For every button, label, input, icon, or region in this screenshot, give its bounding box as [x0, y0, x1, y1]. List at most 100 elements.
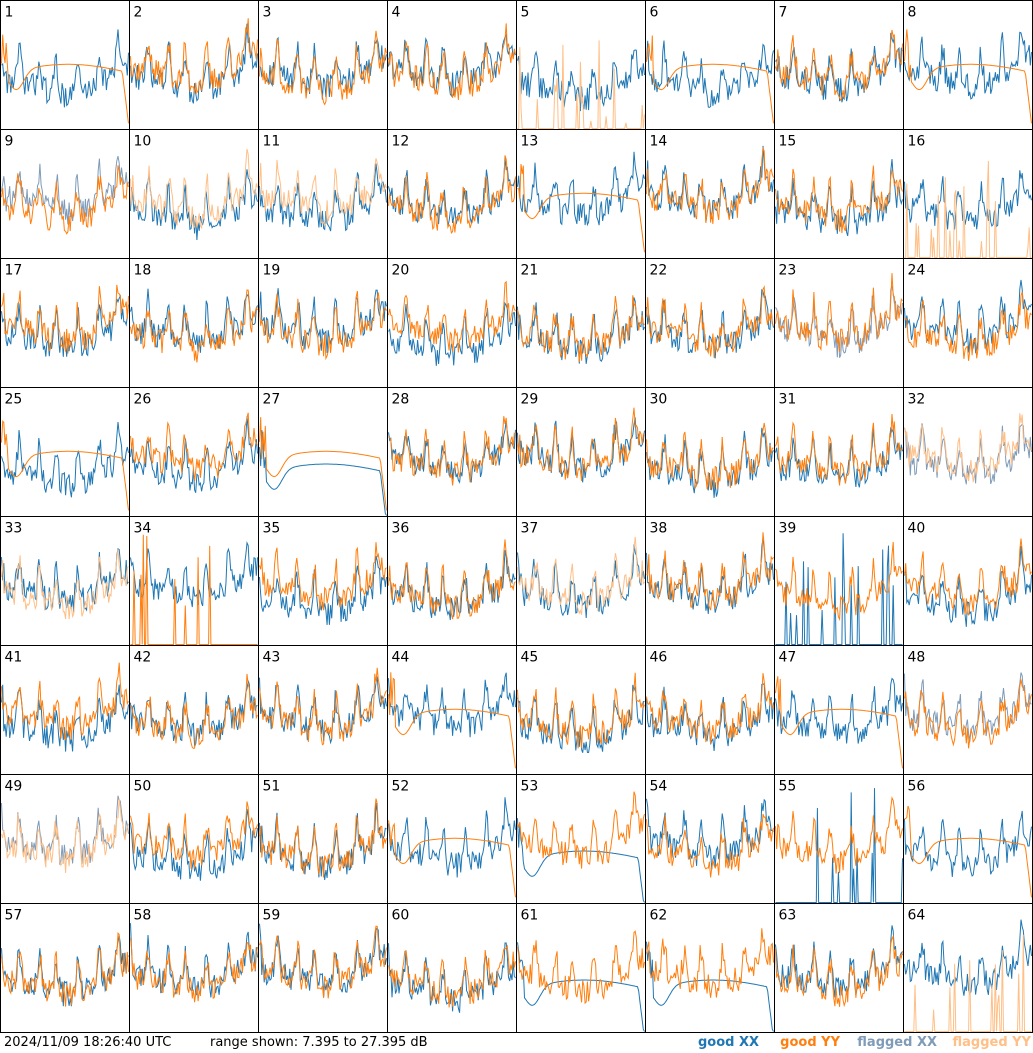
panel-27-xx-line — [259, 430, 387, 516]
panel-44: 44 — [387, 645, 517, 775]
panel-label-53: 53 — [521, 779, 539, 795]
panel-41-lines — [1, 662, 129, 752]
panel-2-xx-line — [130, 23, 258, 104]
panel-41-yy-line — [1, 662, 129, 741]
panel-20: 20 — [387, 258, 517, 388]
panel-label-25: 25 — [5, 392, 23, 408]
panel-25-xx-line — [1, 422, 129, 498]
panel-54-xx-line — [646, 798, 774, 870]
panel-label-41: 41 — [5, 650, 23, 666]
panel-56-lines — [904, 805, 1032, 898]
panel-39: 39 — [774, 516, 904, 646]
panel-13-lines — [517, 151, 645, 253]
panel-6-lines — [646, 35, 774, 124]
panel-5-yy-line — [517, 40, 645, 129]
panel-label-63: 63 — [779, 908, 797, 924]
panel-11: 11 — [258, 129, 388, 259]
panel-label-13: 13 — [521, 134, 539, 150]
panel-22-lines — [646, 285, 774, 359]
panel-11-lines — [259, 158, 387, 232]
panel-39-lines — [775, 533, 903, 645]
panel-13: 13 — [516, 129, 646, 259]
panel-17: 17 — [0, 258, 130, 388]
panel-63-yy-line — [775, 934, 903, 1008]
panel-39-yy-line — [775, 541, 903, 622]
panel-label-18: 18 — [134, 263, 152, 279]
panel-29: 29 — [516, 387, 646, 517]
panel-3-yy-line — [259, 30, 387, 106]
legend-good-xx: good XX — [697, 1035, 759, 1050]
panel-label-39: 39 — [779, 521, 797, 537]
panel-29-xx-line — [517, 417, 645, 483]
panel-23-yy-line — [775, 273, 903, 352]
panel-49-lines — [1, 795, 129, 874]
panel-14-lines — [646, 145, 774, 224]
panel-15: 15 — [774, 129, 904, 259]
panel-label-21: 21 — [521, 263, 539, 279]
panel-label-50: 50 — [134, 779, 152, 795]
panel-62-yy-line — [646, 928, 774, 998]
panel-50-lines — [130, 801, 258, 881]
panel-47-lines — [775, 676, 903, 769]
panel-61-yy-line — [517, 930, 645, 1005]
panel-label-4: 4 — [392, 5, 401, 21]
panel-16: 16 — [903, 129, 1033, 259]
panel-58: 58 — [129, 903, 259, 1033]
panel-55-yy-line — [775, 796, 903, 874]
panel-34-lines — [130, 534, 258, 645]
panel-12-yy-line — [388, 155, 516, 235]
panel-label-56: 56 — [908, 779, 926, 795]
panel-label-12: 12 — [392, 134, 410, 150]
panel-56-yy-line — [904, 805, 1032, 898]
panel-19-lines — [259, 288, 387, 361]
panel-label-51: 51 — [263, 779, 281, 795]
panel-28-xx-line — [388, 421, 516, 484]
panel-40: 40 — [903, 516, 1033, 646]
panel-38: 38 — [645, 516, 775, 646]
panel-17-yy-line — [1, 284, 129, 354]
panel-37-xx-line — [517, 544, 645, 619]
panel-label-8: 8 — [908, 5, 917, 21]
panel-28-lines — [388, 416, 516, 486]
panel-59: 59 — [258, 903, 388, 1033]
panel-label-6: 6 — [650, 5, 659, 21]
panel-25-yy-line — [1, 420, 129, 511]
panel-label-27: 27 — [263, 392, 281, 408]
panel-2: 2 — [129, 0, 259, 130]
panel-12-lines — [388, 155, 516, 235]
panel-46-lines — [646, 673, 774, 751]
panel-26-lines — [130, 412, 258, 493]
panel-62: 62 — [645, 903, 775, 1033]
panel-12-xx-line — [388, 157, 516, 226]
panel-label-59: 59 — [263, 908, 281, 924]
panel-49: 49 — [0, 774, 130, 904]
panel-43-yy-line — [259, 667, 387, 746]
panel-52-xx-line — [388, 797, 516, 878]
panel-28-yy-line — [388, 416, 516, 486]
panel-22: 22 — [645, 258, 775, 388]
panel-8-xx-line — [904, 31, 1032, 100]
panel-53-xx-line — [517, 818, 645, 903]
panel-label-24: 24 — [908, 263, 926, 279]
panel-42: 42 — [129, 645, 259, 775]
panel-34-xx-line — [130, 541, 258, 608]
panel-2-yy-line — [130, 18, 258, 95]
panel-44-yy-line — [388, 672, 516, 769]
panel-label-47: 47 — [779, 650, 797, 666]
panel-52-yy-line — [388, 820, 516, 898]
panel-label-28: 28 — [392, 392, 410, 408]
panel-50: 50 — [129, 774, 259, 904]
panel-1-xx-line — [1, 29, 129, 108]
panel-58-lines — [130, 923, 258, 1003]
panel-10-lines — [130, 148, 258, 241]
panel-7-xx-line — [775, 32, 903, 103]
panel-label-43: 43 — [263, 650, 281, 666]
panel-14-yy-line — [646, 146, 774, 224]
panel-54-lines — [646, 798, 774, 878]
panel-27: 27 — [258, 387, 388, 517]
panel-29-yy-line — [517, 407, 645, 482]
panel-47-yy-line — [775, 676, 903, 769]
panel-7: 7 — [774, 0, 904, 130]
panel-9: 9 — [0, 129, 130, 259]
panel-40-yy-line — [904, 538, 1032, 616]
